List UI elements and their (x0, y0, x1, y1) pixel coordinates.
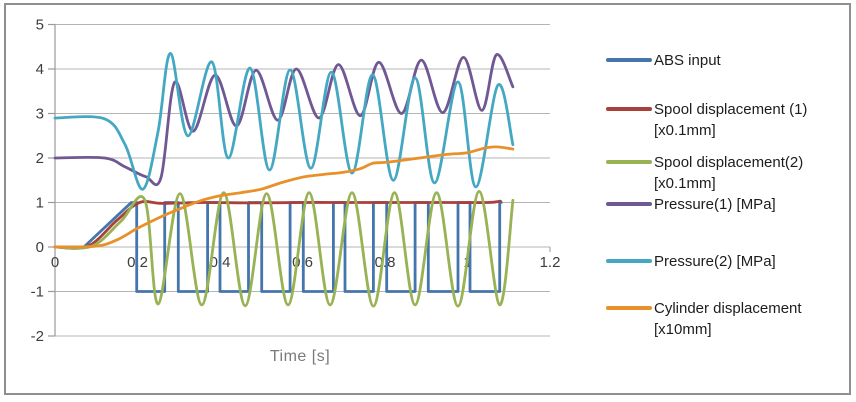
x-tick-label: 0.8 (375, 254, 396, 271)
legend-label-pressure-1: Pressure(1) [MPa] (654, 196, 776, 213)
legend-label-pressure-2: Pressure(2) [MPa] (654, 253, 776, 270)
x-tick-label: 1.2 (540, 254, 561, 271)
legend-line-swatch-spool-displacement-1 (606, 107, 652, 111)
legend-item-pressure-1: Pressure(1) [MPa] (606, 194, 776, 215)
legend-item-spool-displacement-1: Spool displacement (1) [x0.1mm] (606, 99, 807, 141)
legend-label-abs-input: ABS input (654, 52, 721, 69)
series-line-pressure-2 (53, 51, 515, 191)
y-tick-label: 0 (36, 239, 44, 256)
y-tick-label: 5 (36, 17, 44, 34)
y-tick-label: -2 (31, 328, 44, 345)
series-line-cylinder-displacement (53, 145, 515, 249)
y-tick-label: 3 (36, 106, 44, 123)
legend-label-cylinder-displacement: Cylinder displacement [x10mm] (654, 300, 802, 338)
legend-item-cylinder-displacement: Cylinder displacement [x10mm] (606, 298, 802, 340)
x-axis-title: Time [s] (269, 348, 331, 365)
series-line-spool-displacement-1 (53, 199, 502, 250)
legend-item-abs-input: ABS input (606, 50, 721, 71)
y-tick-label: 2 (36, 150, 44, 167)
legend-item-pressure-2: Pressure(2) [MPa] (606, 251, 776, 272)
y-tick-label: -1 (31, 284, 44, 301)
y-tick-label: 1 (36, 195, 44, 212)
series-line-spool-displacement-2 (53, 189, 515, 308)
y-tick-label: 4 (36, 61, 44, 78)
legend-item-spool-displacement-2: Spool displacement(2) [x0.1mm] (606, 152, 803, 194)
legend-line-swatch-abs-input (606, 58, 652, 62)
series-line-pressure-1 (53, 53, 515, 187)
legend-line-swatch-pressure-1 (606, 202, 652, 206)
legend-label-spool-displacement-2: Spool displacement(2) [x0.1mm] (654, 154, 804, 192)
legend-label-spool-displacement-1: Spool displacement (1) [x0.1mm] (654, 101, 808, 139)
x-tick-label: 0 (51, 254, 59, 271)
legend-line-swatch-pressure-2 (606, 259, 652, 263)
legend-line-swatch-spool-displacement-2 (606, 160, 652, 164)
legend-line-swatch-cylinder-displacement (606, 306, 652, 310)
